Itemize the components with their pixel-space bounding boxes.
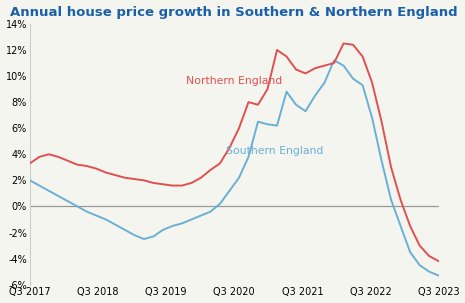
Text: Northern England: Northern England [186, 76, 282, 86]
Title: Annual house price growth in Southern & Northern England: Annual house price growth in Southern & … [10, 5, 458, 18]
Text: Southern England: Southern England [226, 146, 324, 156]
